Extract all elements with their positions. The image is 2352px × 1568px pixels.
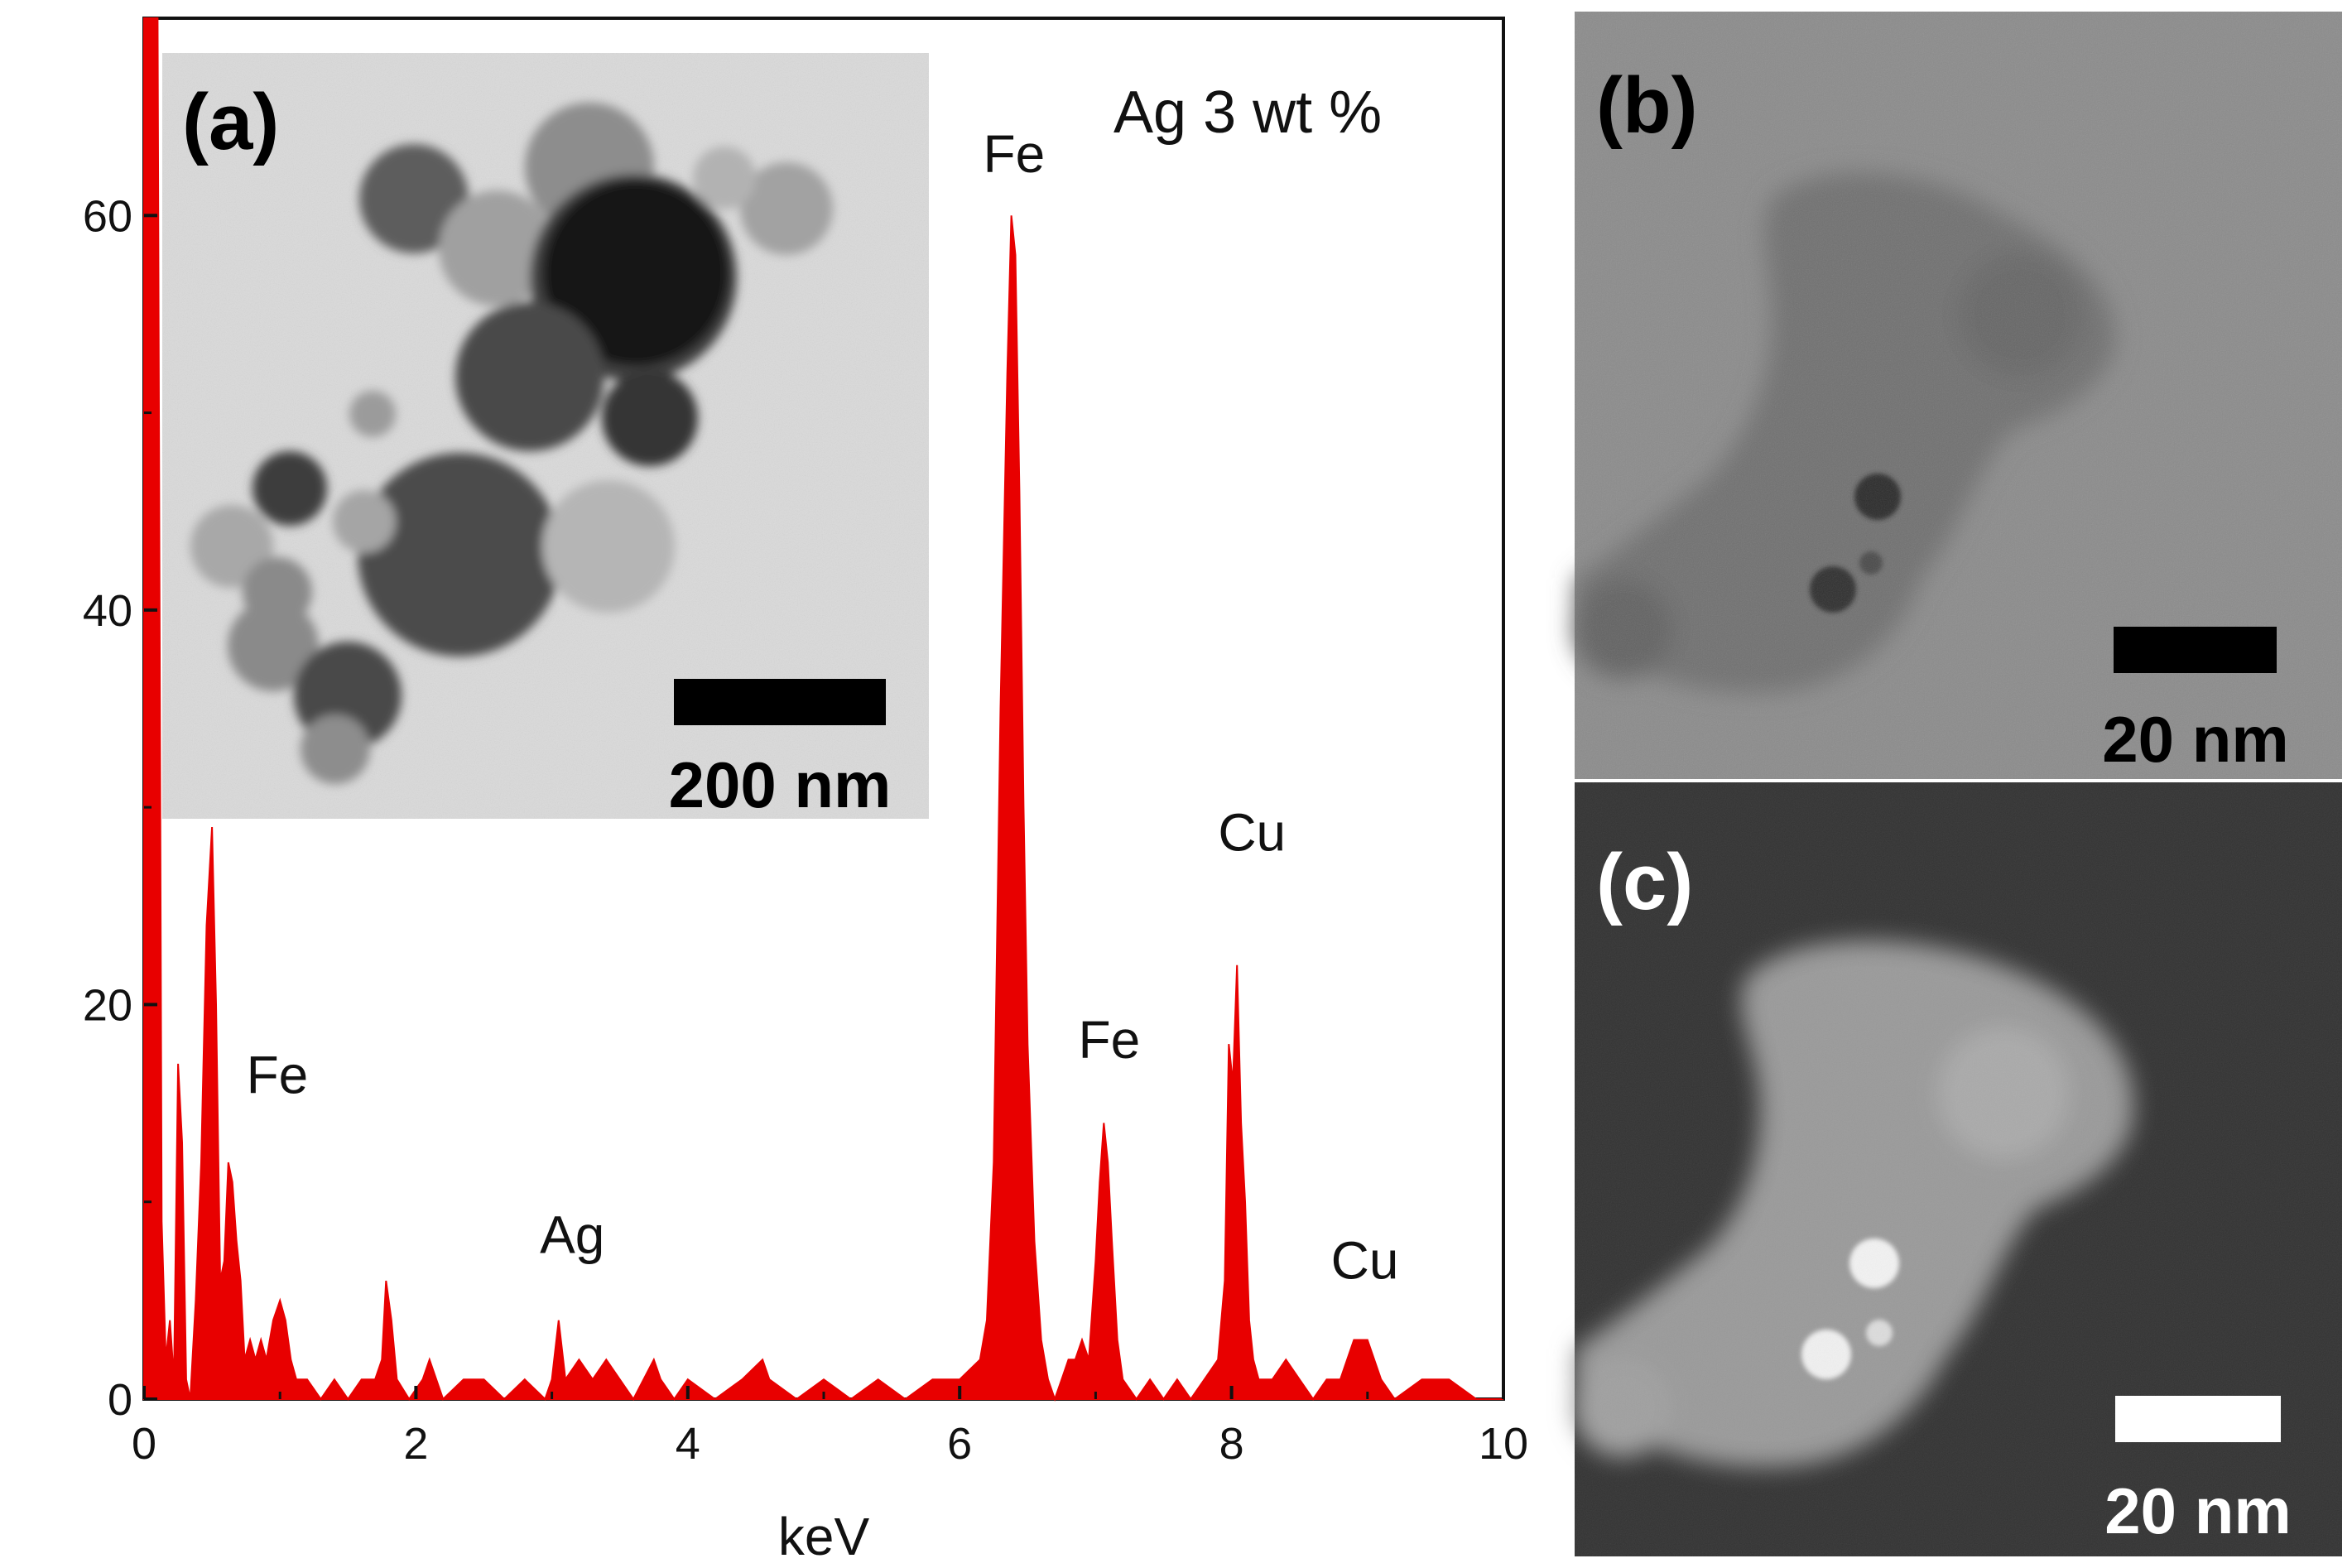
- scale-bar-a: [674, 679, 886, 725]
- y-tick-label: 20: [83, 980, 132, 1030]
- peak-label: Fe: [247, 1046, 309, 1105]
- scale-bar-a-label: 200 nm: [669, 748, 892, 821]
- scale-bar-c: [2115, 1396, 2281, 1442]
- spectrum-area: [143, 17, 1503, 1402]
- eds-chart: 200 nm (a) Ag 3 wt % 0 2 4 6 8 10 0 20 40 60 Fe A…: [83, 17, 1528, 1566]
- peak-label: Cu: [1218, 803, 1286, 863]
- peak-label: Fe: [984, 124, 1046, 184]
- y-tick-label: 0: [108, 1375, 132, 1425]
- y-tick-label: 60: [83, 191, 132, 241]
- x-tick-label: 8: [1219, 1419, 1244, 1469]
- peak-label: Ag: [540, 1205, 604, 1265]
- composition-annotation: Ag 3 wt %: [1113, 79, 1382, 146]
- panel-label-a: (a): [182, 78, 279, 166]
- scale-bar-c-label: 20 nm: [2104, 1474, 2291, 1547]
- y-axis: 0 20 40 60: [83, 191, 157, 1425]
- peak-label: Fe: [1078, 1010, 1140, 1070]
- x-tick-label: 2: [403, 1419, 428, 1469]
- x-tick-label: 10: [1479, 1419, 1528, 1469]
- scale-bar-b: [2114, 627, 2277, 673]
- x-axis-title: keV: [778, 1507, 870, 1566]
- x-tick-label: 0: [132, 1419, 156, 1469]
- x-axis: 0 2 4 6 8 10: [132, 1386, 1528, 1469]
- x-tick-label: 6: [947, 1419, 972, 1469]
- y-tick-label: 40: [83, 586, 132, 636]
- peak-label: Cu: [1331, 1231, 1399, 1291]
- panel-c-image: 20 nm (c): [1573, 782, 2342, 1556]
- peak-labels: Fe Ag Fe Fe Cu Cu: [247, 124, 1399, 1291]
- scale-bar-b-label: 20 nm: [2102, 703, 2288, 776]
- panel-b-image: 20 nm (b): [1573, 12, 2342, 779]
- x-tick-label: 4: [676, 1419, 700, 1469]
- tem-inset-image: 200 nm (a): [162, 53, 929, 821]
- panel-label-c: (c): [1596, 838, 1693, 926]
- panel-label-b: (b): [1596, 61, 1698, 150]
